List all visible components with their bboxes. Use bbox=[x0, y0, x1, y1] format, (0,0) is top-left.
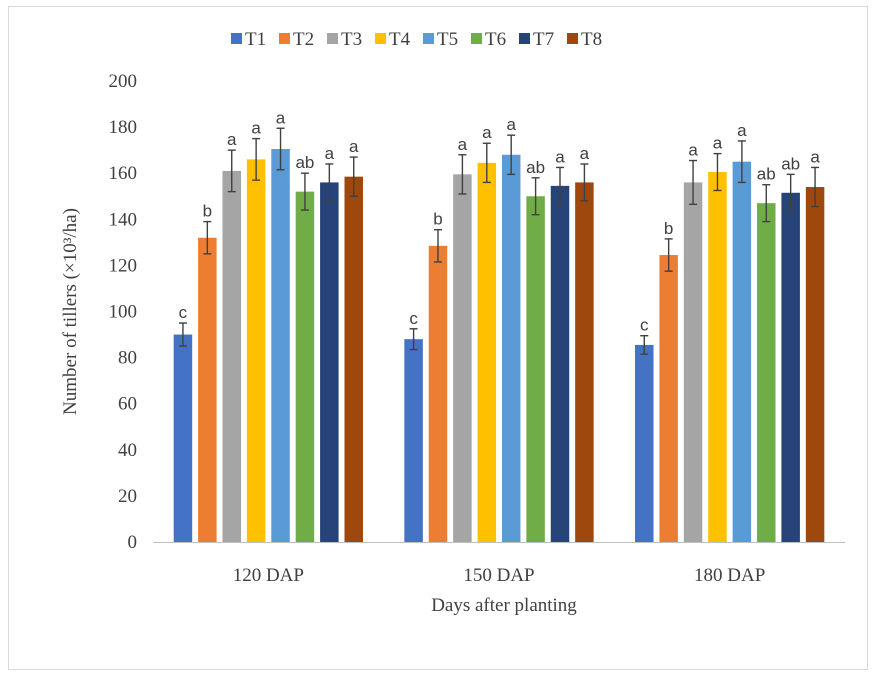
bar bbox=[222, 170, 241, 542]
significance-label: a bbox=[737, 121, 747, 140]
significance-label: a bbox=[555, 147, 565, 166]
x-category-label: 180 DAP bbox=[694, 565, 765, 586]
significance-label: a bbox=[276, 108, 286, 127]
bar bbox=[526, 196, 545, 542]
significance-label: a bbox=[688, 141, 698, 160]
significance-label: c bbox=[640, 316, 649, 335]
legend-swatch bbox=[327, 33, 338, 44]
significance-label: a bbox=[227, 130, 237, 149]
legend-label: T3 bbox=[341, 29, 362, 50]
bar bbox=[198, 237, 217, 543]
bar bbox=[404, 339, 423, 542]
y-tick-label: 100 bbox=[109, 302, 138, 323]
significance-label: a bbox=[251, 119, 261, 138]
significance-label: b bbox=[203, 202, 212, 221]
bar bbox=[683, 182, 703, 543]
bar bbox=[501, 154, 521, 542]
x-category-label: 150 DAP bbox=[463, 565, 534, 586]
x-axis-title: Days after planting bbox=[431, 595, 577, 616]
legend-label: T7 bbox=[533, 29, 554, 50]
legend-swatch bbox=[231, 33, 242, 44]
bar bbox=[708, 172, 727, 543]
legend-swatch bbox=[471, 33, 482, 44]
significance-label: ab bbox=[781, 154, 800, 173]
legend-swatch bbox=[567, 33, 578, 44]
significance-label: ab bbox=[295, 153, 314, 172]
significance-label: a bbox=[506, 115, 516, 134]
bar bbox=[575, 182, 594, 543]
bar bbox=[344, 176, 363, 542]
bar bbox=[320, 182, 339, 543]
legend-swatch bbox=[519, 33, 530, 44]
significance-label: ab bbox=[757, 165, 776, 184]
bar bbox=[428, 245, 448, 542]
bar bbox=[173, 334, 193, 542]
significance-label: b bbox=[433, 210, 442, 229]
significance-label: c bbox=[409, 309, 418, 328]
significance-label: a bbox=[349, 137, 359, 156]
significance-label: a bbox=[482, 123, 492, 142]
bar bbox=[781, 192, 800, 543]
legend-label: T2 bbox=[293, 29, 314, 50]
x-category-label: 120 DAP bbox=[233, 565, 304, 586]
significance-label: c bbox=[179, 303, 188, 322]
bar bbox=[453, 174, 472, 543]
bar bbox=[757, 203, 776, 543]
legend-label: T8 bbox=[581, 29, 602, 50]
bar bbox=[246, 159, 266, 542]
significance-label: a bbox=[580, 144, 590, 163]
significance-label: ab bbox=[526, 158, 545, 177]
y-tick-label: 140 bbox=[109, 209, 138, 230]
legend-swatch bbox=[423, 33, 434, 44]
legend-label: T5 bbox=[437, 29, 458, 50]
legend-label: T6 bbox=[485, 29, 506, 50]
y-axis-title: Number of tillers (×10³/ha) bbox=[60, 208, 81, 415]
bar bbox=[635, 344, 654, 542]
y-tick-label: 120 bbox=[109, 255, 138, 276]
y-tick-label: 40 bbox=[118, 440, 137, 461]
legend-label: T4 bbox=[389, 29, 411, 50]
significance-label: a bbox=[810, 147, 820, 166]
significance-label: a bbox=[458, 135, 468, 154]
y-tick-label: 180 bbox=[109, 117, 138, 138]
bar bbox=[295, 191, 315, 542]
y-tick-label: 20 bbox=[118, 486, 137, 507]
y-tick-label: 60 bbox=[118, 394, 137, 415]
y-tick-label: 200 bbox=[109, 71, 138, 92]
bar bbox=[550, 185, 570, 542]
bar bbox=[732, 161, 752, 543]
significance-label: a bbox=[713, 134, 723, 153]
bar bbox=[271, 148, 290, 542]
y-tick-label: 160 bbox=[109, 163, 138, 184]
legend-swatch bbox=[375, 33, 386, 44]
bar bbox=[805, 187, 825, 542]
bar bbox=[477, 162, 497, 542]
legend-label: T1 bbox=[245, 29, 266, 50]
y-tick-label: 0 bbox=[128, 532, 138, 553]
bar bbox=[659, 255, 678, 542]
significance-label: a bbox=[325, 144, 335, 163]
y-tick-label: 80 bbox=[118, 348, 137, 369]
legend-swatch bbox=[279, 33, 290, 44]
significance-label: b bbox=[664, 219, 673, 238]
